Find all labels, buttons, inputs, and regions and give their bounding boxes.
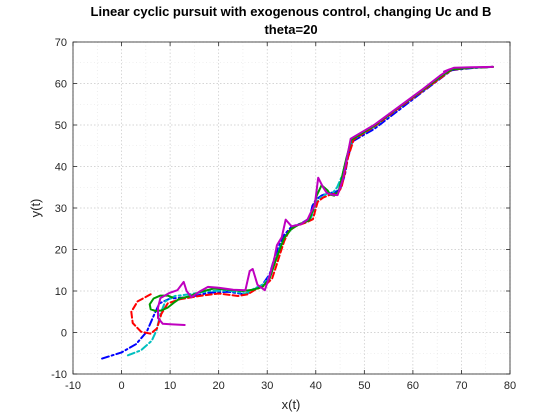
x-tick-label: 80 <box>504 380 516 392</box>
y-tick-label: 30 <box>55 203 67 215</box>
x-tick-label: 30 <box>261 380 273 392</box>
y-tick-label: 40 <box>55 162 67 174</box>
y-tick-label: 10 <box>55 286 67 298</box>
x-tick-label: 20 <box>213 380 225 392</box>
x-tick-label: 60 <box>407 380 419 392</box>
y-tick-label: 70 <box>55 37 67 49</box>
grid <box>72 41 511 375</box>
y-tick-label: 0 <box>61 328 67 340</box>
y-tick-label: 20 <box>55 245 67 257</box>
chart-title: Linear cyclic pursuit with exogenous con… <box>91 4 492 19</box>
ticks: -10 0 10 20 30 40 50 60 70 80 -10 0 10 20 30 40 50 60 70 <box>51 37 516 392</box>
x-axis-label: x(t) <box>282 397 301 412</box>
y-tick-label: 50 <box>55 120 67 132</box>
y-tick-label: -10 <box>51 369 67 381</box>
series-line-4 <box>148 65 494 312</box>
x-tick-label: 50 <box>358 380 370 392</box>
y-axis-label: y(t) <box>28 199 43 218</box>
series-line-5 <box>157 65 494 326</box>
x-tick-label: -10 <box>65 380 81 392</box>
series-layer <box>101 65 494 360</box>
x-tick-label: 70 <box>455 380 467 392</box>
y-tick-label: 60 <box>55 79 67 91</box>
chart-subtitle: theta=20 <box>264 22 317 37</box>
x-tick-label: 0 <box>118 380 124 392</box>
x-tick-label: 40 <box>310 380 322 392</box>
x-tick-label: 10 <box>164 380 176 392</box>
